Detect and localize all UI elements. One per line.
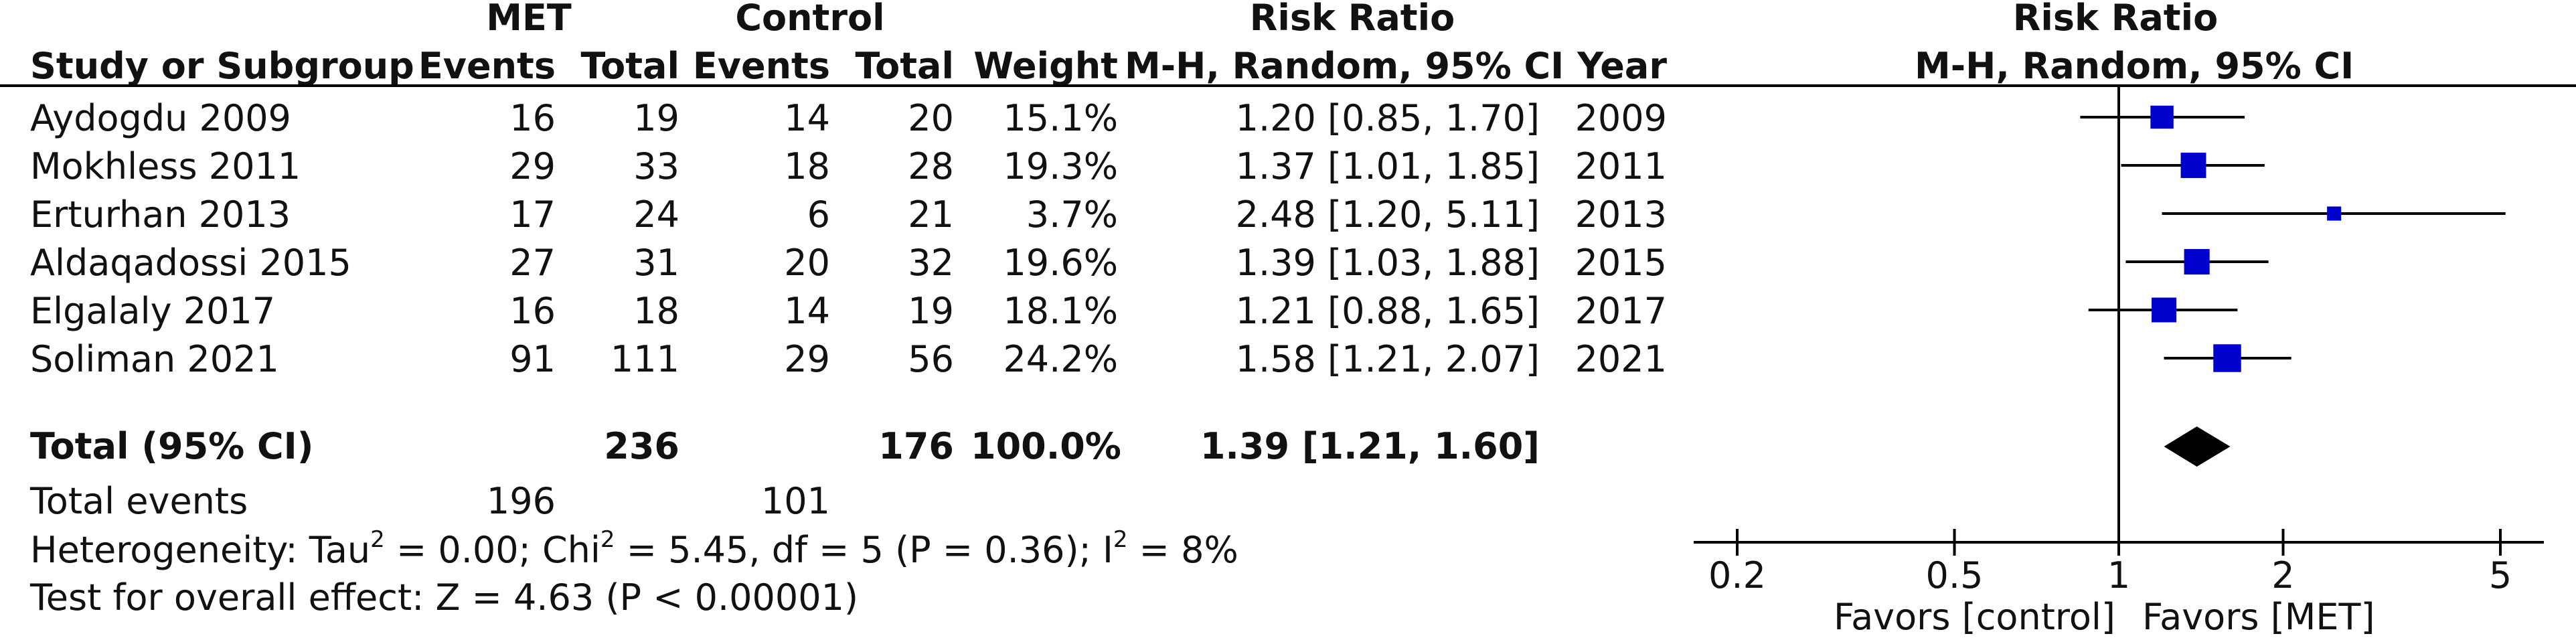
method-header: M-H, Random, 95% CI bbox=[1125, 45, 1564, 87]
total-ci: 1.39 [1.21, 1.60] bbox=[1200, 425, 1540, 467]
study-n1: 111 bbox=[610, 338, 679, 380]
study-ci-text: 1.20 [0.85, 1.70] bbox=[1235, 97, 1540, 139]
study-e2: 6 bbox=[807, 193, 830, 236]
study-n2: 28 bbox=[908, 145, 954, 187]
study-weight: 19.6% bbox=[1003, 242, 1118, 284]
point-estimate-marker bbox=[2150, 105, 2174, 129]
total-label: Total (95% CI) bbox=[30, 425, 314, 467]
study-name: Aydogdu 2009 bbox=[30, 97, 291, 139]
study-n2: 21 bbox=[908, 193, 954, 236]
total-events-2: 101 bbox=[760, 480, 830, 522]
events1-header: Events bbox=[418, 45, 556, 87]
study-ci-text: 1.21 [0.88, 1.65] bbox=[1235, 290, 1540, 332]
study-year: 2011 bbox=[1575, 145, 1667, 187]
study-n2: 32 bbox=[908, 242, 954, 284]
study-e2: 29 bbox=[784, 338, 830, 380]
study-e2: 20 bbox=[784, 242, 830, 284]
plot-title: Risk Ratio bbox=[2012, 0, 2219, 39]
study-name: Erturhan 2013 bbox=[30, 193, 291, 236]
total-events-1: 196 bbox=[486, 480, 556, 522]
heterogeneity-text: Heterogeneity: Tau2 = 0.00; Chi2 = 5.45,… bbox=[30, 526, 1238, 571]
study-ci-text: 1.37 [1.01, 1.85] bbox=[1235, 145, 1540, 187]
total-n2: 176 bbox=[878, 425, 954, 467]
group1-header: MET bbox=[486, 0, 572, 39]
overall-effect-text: Test for overall effect: Z = 4.63 (P < 0… bbox=[30, 576, 859, 619]
study-e1: 17 bbox=[509, 193, 556, 236]
study-year: 2013 bbox=[1575, 193, 1667, 236]
point-estimate-marker bbox=[2184, 248, 2210, 275]
total1-header: Total bbox=[580, 45, 679, 87]
point-estimate-marker bbox=[2327, 206, 2342, 221]
x-tick-label: 0.2 bbox=[1708, 554, 1766, 596]
study-e2: 14 bbox=[784, 97, 830, 139]
study-weight: 3.7% bbox=[1026, 193, 1118, 236]
events2-header: Events bbox=[692, 45, 830, 87]
study-name: Aldaqadossi 2015 bbox=[30, 242, 351, 284]
x-tick-label: 5 bbox=[2488, 554, 2512, 596]
study-n1: 33 bbox=[633, 145, 679, 187]
study-n2: 56 bbox=[908, 338, 954, 380]
plot-method-header: M-H, Random, 95% CI bbox=[1915, 45, 2354, 87]
point-estimate-marker bbox=[2180, 153, 2206, 178]
study-e1: 16 bbox=[509, 97, 556, 139]
x-tick-label: 0.5 bbox=[1925, 554, 1984, 596]
study-e1: 27 bbox=[509, 242, 556, 284]
study-column-header: Study or Subgroup bbox=[30, 45, 414, 87]
study-n2: 20 bbox=[908, 97, 954, 139]
study-n1: 19 bbox=[633, 97, 679, 139]
study-n1: 24 bbox=[633, 193, 679, 236]
study-n1: 31 bbox=[633, 242, 679, 284]
study-weight: 19.3% bbox=[1003, 145, 1118, 187]
study-e2: 14 bbox=[784, 290, 830, 332]
study-e1: 16 bbox=[509, 290, 556, 332]
study-weight: 24.2% bbox=[1003, 338, 1118, 380]
study-e1: 29 bbox=[509, 145, 556, 187]
year-header: Year bbox=[1577, 45, 1667, 87]
study-ci-text: 1.58 [1.21, 2.07] bbox=[1235, 338, 1540, 380]
study-e2: 18 bbox=[784, 145, 830, 187]
summary-diamond bbox=[2164, 426, 2231, 467]
study-weight: 15.1% bbox=[1003, 97, 1118, 139]
x-tick-label: 1 bbox=[2107, 554, 2131, 596]
study-year: 2017 bbox=[1575, 290, 1667, 332]
favors-left-label: Favors [control] bbox=[1833, 596, 2115, 638]
group2-header: Control bbox=[735, 0, 885, 39]
study-year: 2021 bbox=[1575, 338, 1667, 380]
x-tick-label: 2 bbox=[2271, 554, 2295, 596]
study-e1: 91 bbox=[509, 338, 556, 380]
study-name: Soliman 2021 bbox=[30, 338, 279, 380]
study-n2: 19 bbox=[908, 290, 954, 332]
study-name: Mokhless 2011 bbox=[30, 145, 301, 187]
total-n1: 236 bbox=[604, 425, 679, 467]
study-ci-text: 2.48 [1.20, 5.11] bbox=[1235, 193, 1540, 236]
point-estimate-marker bbox=[2152, 297, 2176, 323]
weight-header: Weight bbox=[973, 45, 1118, 87]
effect-header: Risk Ratio bbox=[1249, 0, 1455, 39]
total-events-label: Total events bbox=[30, 480, 248, 522]
total2-header: Total bbox=[855, 45, 954, 87]
study-ci-text: 1.39 [1.03, 1.88] bbox=[1235, 242, 1540, 284]
favors-right-label: Favors [MET] bbox=[2142, 596, 2375, 638]
study-n1: 18 bbox=[633, 290, 679, 332]
study-weight: 18.1% bbox=[1003, 290, 1118, 332]
study-year: 2009 bbox=[1575, 97, 1667, 139]
study-name: Elgalaly 2017 bbox=[30, 290, 276, 332]
point-estimate-marker bbox=[2213, 344, 2241, 372]
total-weight: 100.0% bbox=[971, 425, 1121, 467]
study-year: 2015 bbox=[1575, 242, 1667, 284]
